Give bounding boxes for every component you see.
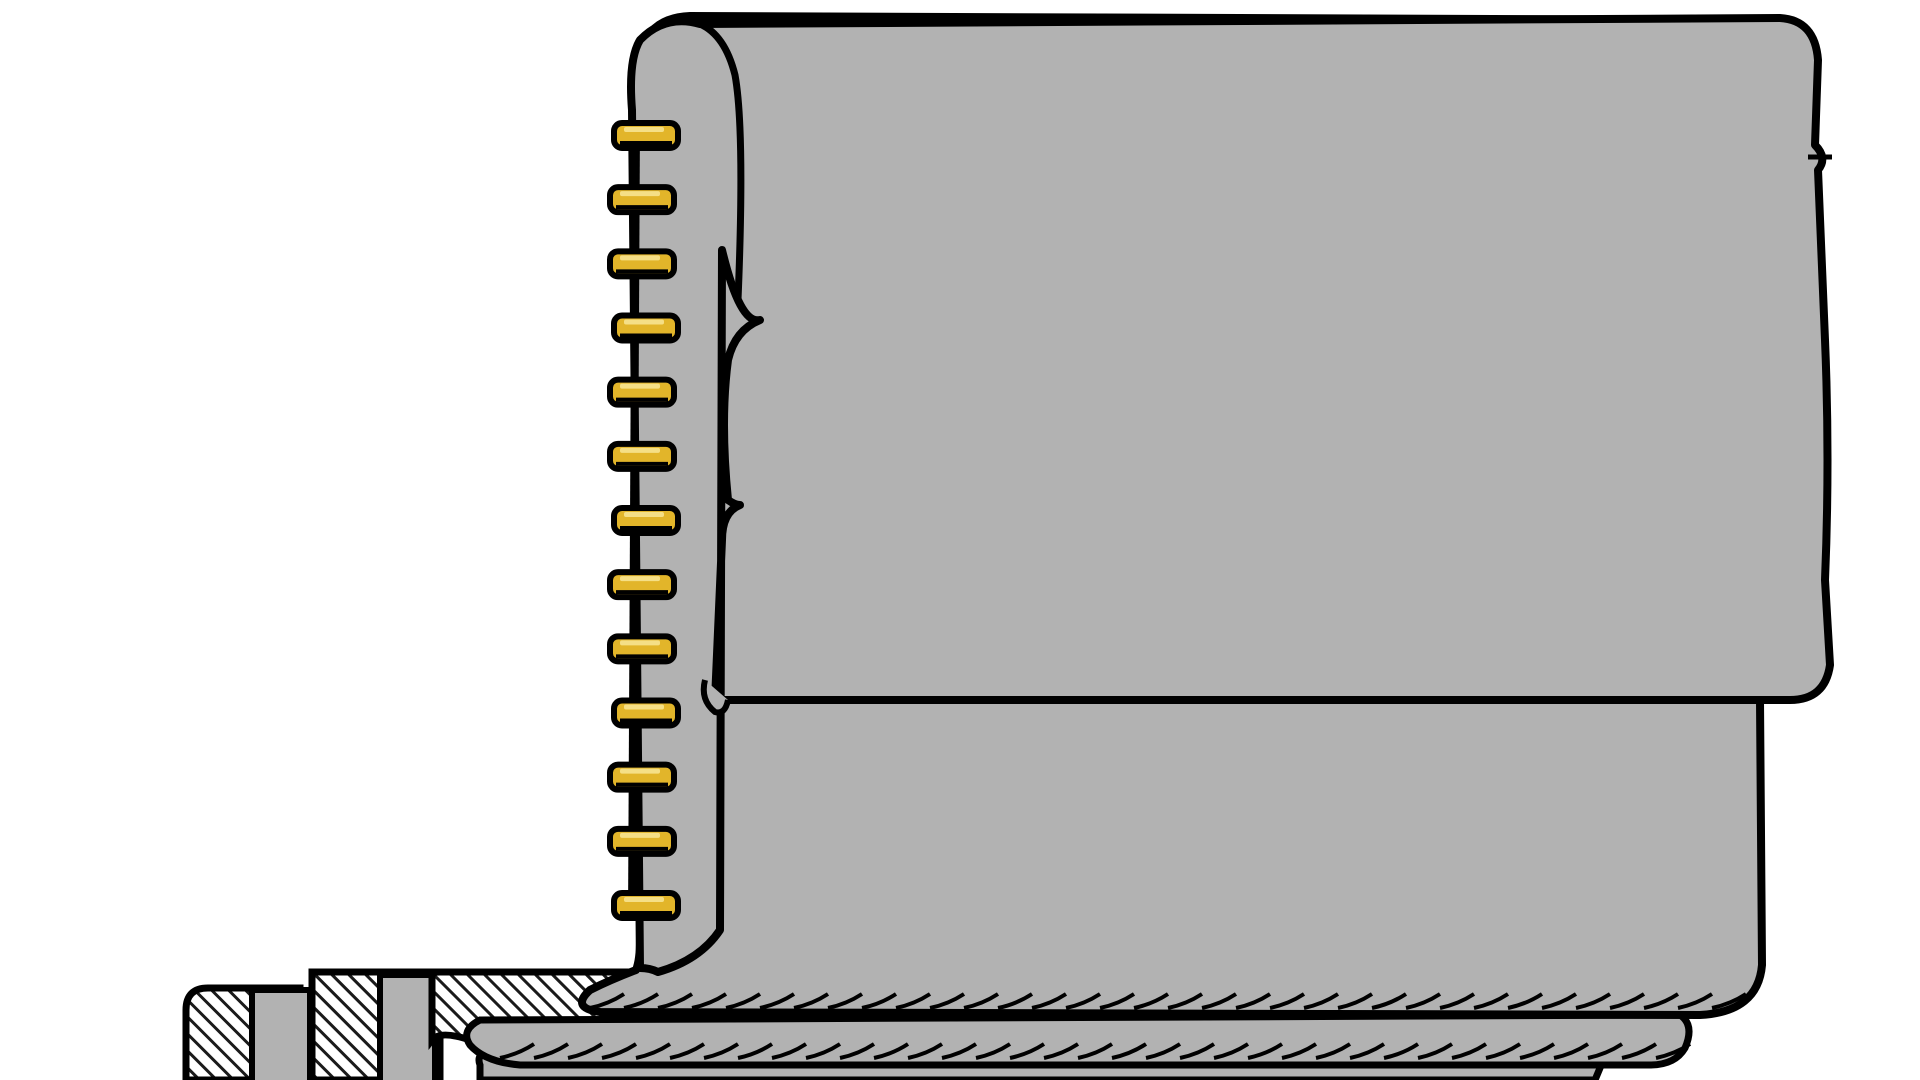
page-edge-scallops [589,992,1748,1010]
spiral-ring-icon [607,248,677,280]
spiral-ring-icon [607,825,677,857]
spiral-ring-icon [611,312,681,344]
spiral-ring-icon [607,184,677,216]
spiral-ring-icon [611,120,681,151]
back-cover-2-spine [377,972,438,1080]
top-flap [627,14,1834,976]
flap-curl [698,20,745,301]
page-edge-scallops-lower [499,1042,1692,1060]
spiral-ring-icon [607,569,677,601]
flap-fold-mark [700,679,731,716]
spiral-ring-icon [611,890,681,921]
spiral-ring-icon [607,440,677,472]
spiral-ring-icon [611,505,681,536]
spiral-rings [607,119,681,921]
spiral-ring-icon [607,633,677,665]
stacked-pages [463,1011,1693,1080]
back-cover-3-spine [249,987,313,1080]
spiral-ring-icon [611,697,681,729]
spiral-ring-icon [607,761,677,793]
page-2 [463,1011,1693,1069]
spiral-ring-icon [607,376,677,408]
back-covers [182,968,634,1080]
